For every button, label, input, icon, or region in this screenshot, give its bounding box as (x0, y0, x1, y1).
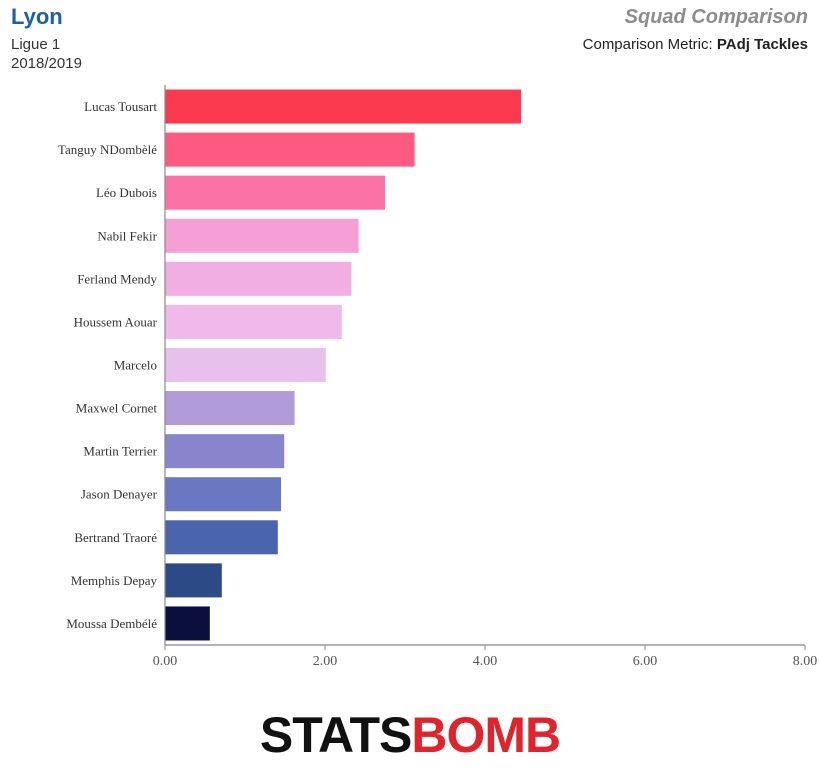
player-label: Léo Dubois (96, 185, 157, 200)
bar (165, 304, 342, 339)
season-label: 2018/2019 (11, 55, 82, 72)
metric-prefix: Comparison Metric: (582, 36, 717, 53)
logo-bomb-text: BOMB (411, 707, 561, 763)
player-label: Marcelo (114, 358, 157, 373)
player-label: Nabil Fekir (97, 228, 157, 243)
player-label: Tanguy NDombèlé (58, 142, 157, 157)
bar (165, 520, 278, 555)
bar-chart: Lucas Tousart Tanguy NDombèlé Léo Dubois Na… (58, 85, 818, 669)
x-tick-label: 0.00 (153, 654, 178, 669)
bar (165, 563, 222, 598)
bar (165, 347, 326, 383)
bar (165, 89, 521, 124)
bar (165, 391, 295, 426)
player-label: Bertrand Traoré (74, 530, 157, 545)
logo-stats-text: STATS (259, 707, 412, 763)
player-label: Moussa Dembélé (66, 616, 157, 631)
league-label: Ligue 1 (11, 36, 61, 53)
team-title: Lyon (11, 4, 63, 29)
bar (165, 477, 281, 512)
statsbomb-logo: STATSBOMB (0, 705, 820, 765)
bar (165, 606, 210, 641)
bar (165, 261, 352, 296)
player-label: Jason Denayer (81, 487, 158, 502)
x-tick-label: 6.00 (633, 654, 658, 669)
bar (165, 434, 285, 469)
bar (165, 175, 385, 210)
x-tick-label: 2.00 (313, 654, 338, 669)
player-label: Ferland Mendy (77, 271, 157, 286)
player-label: Maxwel Cornet (76, 401, 158, 416)
player-label: Memphis Depay (71, 573, 158, 588)
x-tick-label: 4.00 (473, 654, 498, 669)
player-label: Lucas Tousart (84, 99, 157, 114)
x-tick-label: 8.00 (793, 654, 818, 669)
bar (165, 218, 359, 253)
bar (165, 132, 415, 167)
player-label: Houssem Aouar (74, 314, 158, 329)
metric-name: PAdj Tackles (716, 36, 808, 53)
player-label: Martin Terrier (83, 444, 157, 459)
chart-title: Squad Comparison (624, 6, 808, 28)
metric-line: Comparison Metric: PAdj Tackles (583, 36, 808, 53)
